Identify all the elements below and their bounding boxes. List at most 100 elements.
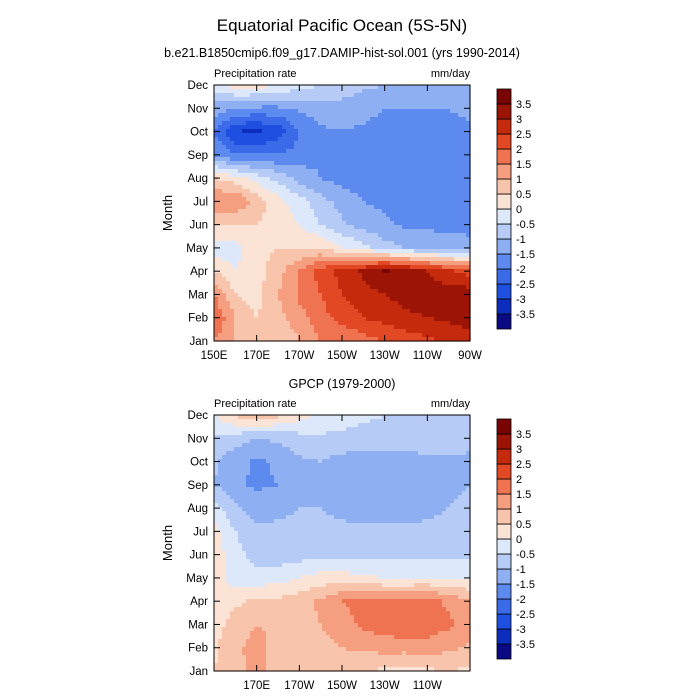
contour-cell [314,321,319,326]
contour-cell [446,109,451,114]
contour-cell [350,149,355,154]
contour-cell [350,273,355,278]
contour-cell [430,415,435,420]
contour-cell [394,317,399,322]
contour-cell [278,85,283,90]
contour-cell [462,427,467,432]
contour-cell [250,415,255,420]
contour-cell [218,455,223,460]
contour-cell [274,455,279,460]
contour-cell [342,137,347,142]
contour-cell [422,117,427,122]
contour-cell [438,141,443,146]
contour-cell [394,337,399,342]
contour-cell [322,141,327,146]
contour-cell [306,333,311,338]
contour-cell [378,443,383,448]
contour-cell [218,337,223,342]
contour-cell [350,193,355,198]
contour-cell [462,121,467,126]
contour-cell [254,451,259,456]
contour-cell [214,125,219,130]
contour-cell [414,265,419,270]
contour-cell [318,455,323,460]
contour-cell [382,269,387,274]
contour-cell [370,317,375,322]
contour-cell [442,189,447,194]
contour-cell [462,93,467,98]
contour-cell [242,253,247,258]
contour-cell [298,161,303,166]
contour-cell [370,165,375,170]
contour-cell [254,325,259,330]
contour-cell [254,89,259,94]
contour-cell [422,185,427,190]
contour-cell [286,161,291,166]
contour-cell [466,277,471,282]
contour-cell [414,169,419,174]
contour-cell [406,241,411,246]
contour-cell [382,241,387,246]
contour-cell [406,205,411,210]
contour-cell [446,153,451,158]
contour-cell [418,221,423,226]
contour-cell [410,309,415,314]
contour-cell [422,205,427,210]
contour-cell [434,321,439,326]
contour-cell [234,189,239,194]
contour-cell [434,209,439,214]
contour-cell [430,265,435,270]
contour-cell [222,193,227,198]
contour-cell [274,149,279,154]
contour-cell [326,305,331,310]
contour-cell [274,333,279,338]
contour-cell [254,113,259,118]
contour-cell [318,443,323,448]
contour-cell [406,89,411,94]
contour-cell [246,125,251,130]
contour-cell [434,265,439,270]
contour-cell [454,337,459,342]
contour-cell [334,89,339,94]
contour-cell [442,309,447,314]
contour-cell [454,325,459,330]
contour-cell [354,285,359,290]
contour-cell [326,443,331,448]
contour-cell [354,337,359,342]
contour-cell [370,285,375,290]
contour-cell [246,329,251,334]
contour-cell [222,201,227,206]
contour-cell [294,177,299,182]
contour-cell [410,305,415,310]
contour-cell [462,97,467,102]
contour-cell [394,145,399,150]
contour-cell [270,109,275,114]
contour-cell [250,281,255,286]
contour-cell [314,205,319,210]
contour-cell [226,101,231,106]
contour-cell [318,325,323,330]
contour-cell [310,435,315,440]
contour-cell [314,447,319,452]
contour-cell [294,105,299,110]
contour-cell [370,321,375,326]
contour-cell [270,205,275,210]
contour-cell [394,153,399,158]
contour-cell [214,209,219,214]
contour-cell [370,201,375,206]
contour-cell [230,185,235,190]
contour-cell [282,273,287,278]
contour-cell [238,459,243,464]
contour-cell [426,325,431,330]
contour-cell [434,419,439,424]
contour-cell [214,157,219,162]
contour-cell [246,301,251,306]
contour-cell [414,221,419,226]
contour-cell [310,109,315,114]
contour-cell [434,237,439,242]
contour-cell [214,423,219,428]
contour-cell [342,297,347,302]
contour-cell [226,443,231,448]
contour-cell [262,233,267,238]
